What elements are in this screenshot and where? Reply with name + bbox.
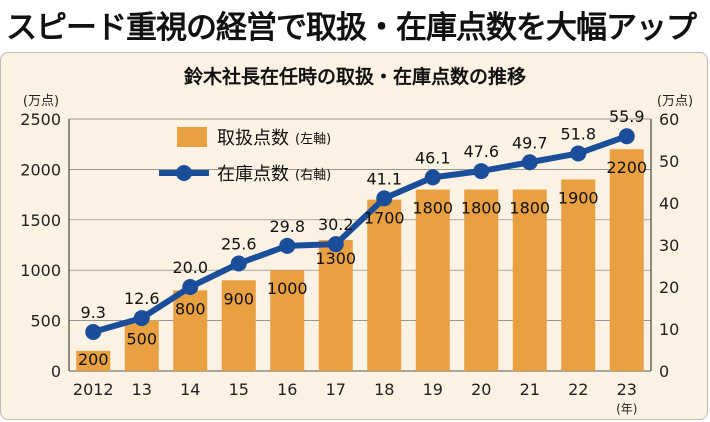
line-value-label: 12.6: [124, 289, 160, 308]
line-value-label: 29.8: [269, 217, 305, 236]
bar: [609, 149, 644, 371]
right-tick-label: 60: [659, 110, 679, 129]
right-tick-label: 0: [659, 362, 669, 381]
legend-swatch-line-point: [176, 165, 192, 181]
x-tick-label: 23: [617, 380, 637, 399]
right-tick-label: 40: [659, 194, 679, 213]
line-point: [424, 169, 441, 186]
right-tick-label: 50: [659, 152, 679, 171]
right-tick-label: 20: [659, 278, 679, 297]
bar: [76, 350, 111, 371]
x-tick-label: 14: [180, 380, 200, 399]
bar-value-label: 1800: [509, 199, 550, 218]
line-value-label: 9.3: [81, 303, 106, 322]
left-tick-label: 1000: [20, 261, 61, 280]
line-point: [85, 323, 102, 340]
bar-value-label: 900: [223, 289, 254, 308]
right-axis-unit: (万点): [657, 94, 693, 109]
line-value-label: 30.2: [318, 215, 354, 234]
bar: [464, 189, 499, 371]
x-tick-label: 18: [374, 380, 394, 399]
right-tick-label: 30: [659, 236, 679, 255]
bar: [318, 239, 353, 371]
right-tick-label: 10: [659, 320, 679, 339]
line-point: [521, 154, 538, 171]
line-value-label: 51.8: [560, 124, 596, 143]
left-tick-label: 2500: [20, 110, 61, 129]
chart: 鈴木社長在任時の取扱・在庫点数の推移(万点) (万点)05001000150020…: [20, 65, 693, 416]
bar-value-label: 1800: [412, 199, 453, 218]
legend-swatch-bar: [177, 127, 207, 147]
chart-panel: 鈴木社長在任時の取扱・在庫点数の推移 (万点) (万点) 0 500 1000 1500 20…: [0, 52, 708, 420]
chart-title: 鈴木社長在任時の取扱・在庫点数の推移: [184, 65, 526, 88]
bar-value-label: 800: [175, 299, 206, 318]
legend-note-line: (右軸): [295, 168, 331, 183]
x-tick-label: 13: [132, 380, 152, 399]
legend-label-line: 在庫点数: [217, 164, 289, 185]
x-tick-label: 16: [277, 380, 297, 399]
line-value-label: 41.1: [366, 169, 402, 188]
bar: [512, 189, 547, 371]
line-value-label: 49.7: [512, 133, 548, 152]
legend-label-bar: 取扱点数: [217, 128, 289, 149]
line-value-label: 20.0: [172, 258, 208, 277]
left-axis-unit: (万点): [23, 94, 59, 109]
x-tick-label: 21: [520, 380, 540, 399]
line-value-label: 46.1: [415, 148, 451, 167]
bar-value-label: 2200: [606, 158, 647, 177]
line-point: [473, 163, 490, 180]
line-point: [279, 237, 296, 254]
bar-value-label: 200: [78, 350, 109, 369]
line-value-label: 55.9: [609, 107, 645, 126]
x-axis-unit: (年): [616, 402, 637, 416]
bar-value-label: 1900: [558, 188, 599, 207]
bar: [173, 290, 208, 371]
x-tick-label: 19: [423, 380, 443, 399]
line-value-label: 25.6: [221, 234, 257, 253]
headline: スピード重視の経営で取扱・在庫点数を大幅アップ: [6, 10, 697, 46]
bar-value-label: 1800: [461, 199, 502, 218]
line-point: [570, 145, 587, 162]
series-line: [92, 133, 628, 335]
line-point: [182, 279, 199, 295]
bar: [561, 179, 596, 371]
left-tick-label: 500: [30, 312, 61, 331]
x-tick-label: 2012: [73, 380, 114, 399]
bar: [124, 320, 159, 371]
bar-value-label: 1700: [364, 209, 405, 228]
line-point: [618, 128, 635, 145]
left-tick-label: 1500: [20, 211, 61, 230]
line-value-label: 47.6: [463, 142, 499, 161]
x-tick-label: 20: [471, 380, 491, 399]
bar-value-label: 1000: [267, 279, 308, 298]
bar-value-label: 1300: [315, 249, 356, 268]
bar: [367, 199, 402, 371]
bar: [221, 280, 256, 371]
bar: [270, 270, 305, 371]
legend-note-bar: (左軸): [295, 132, 331, 147]
left-tick-label: 2000: [20, 160, 61, 179]
x-tick-label: 22: [568, 380, 588, 399]
line-point: [376, 190, 393, 207]
line-point: [327, 236, 344, 253]
line-point: [230, 255, 247, 272]
left-tick-label: 0: [51, 362, 61, 381]
line-point: [133, 310, 150, 327]
x-tick-label: 17: [326, 380, 346, 399]
bar: [415, 189, 450, 371]
x-tick-label: 15: [229, 380, 249, 399]
bar-value-label: 500: [126, 330, 157, 349]
